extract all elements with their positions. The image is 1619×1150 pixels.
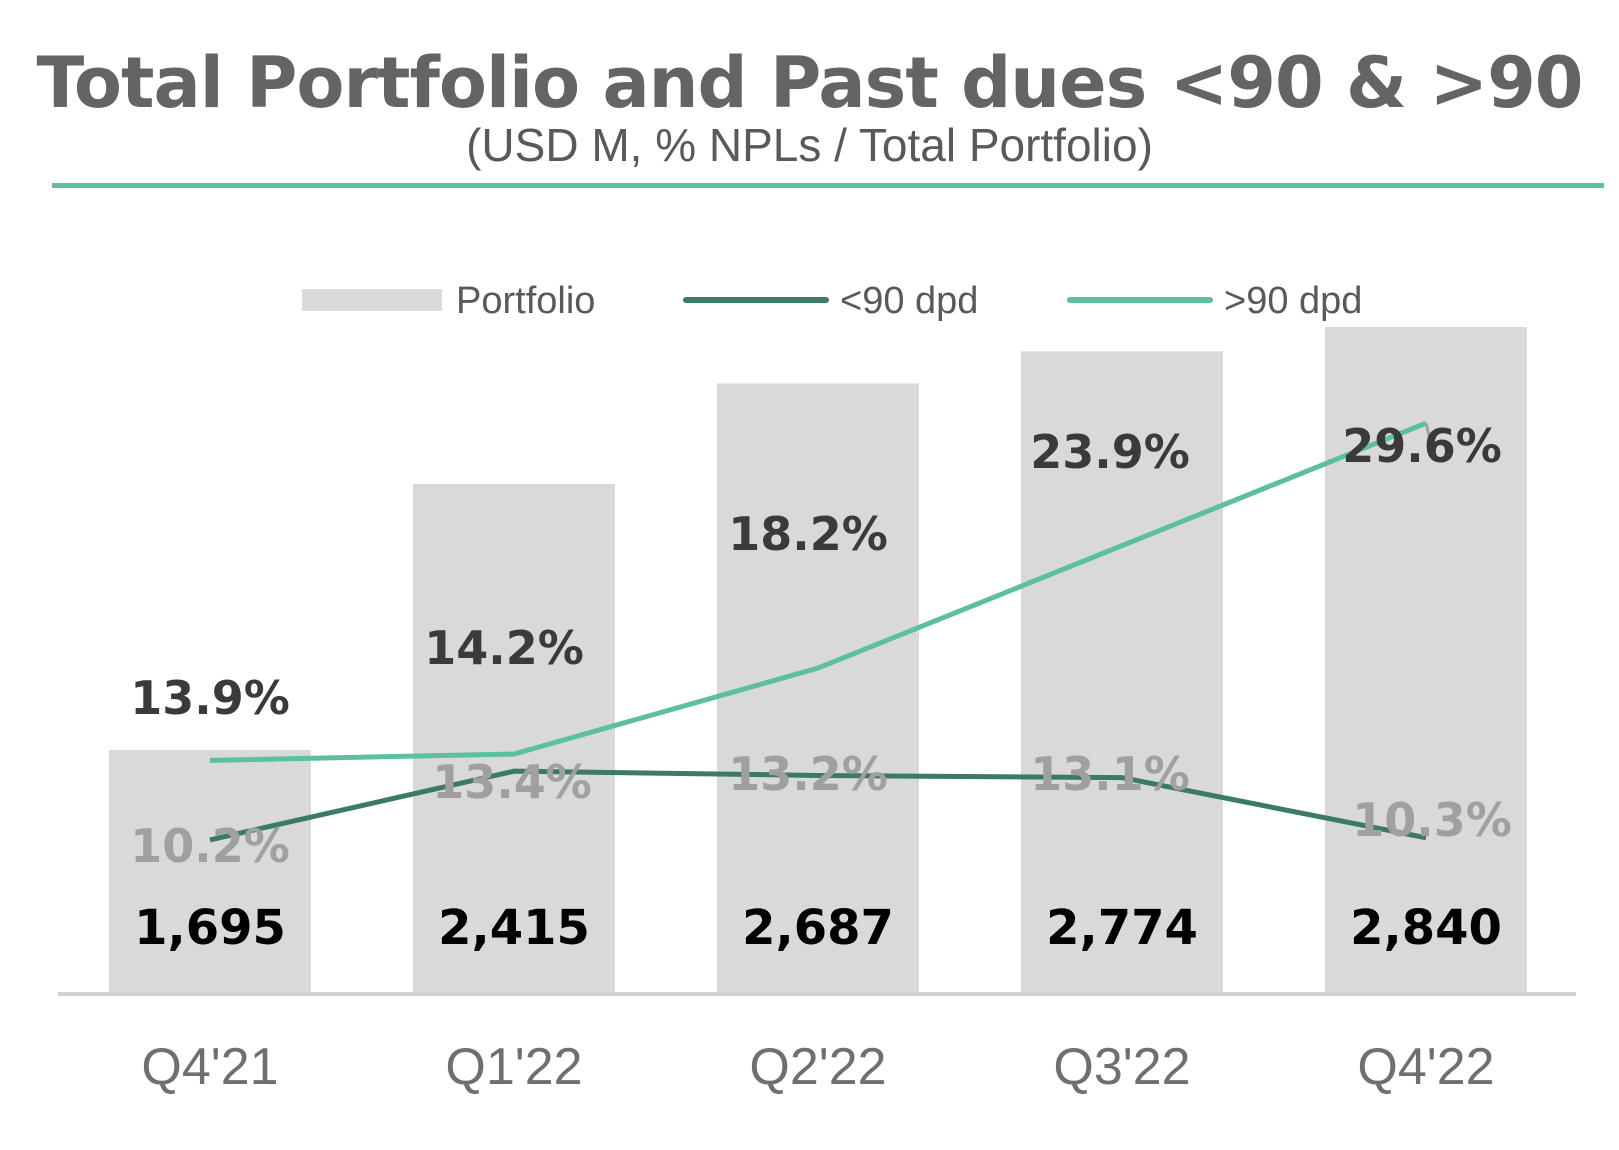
x-tick-label: Q4'21 — [141, 1038, 278, 1096]
chart-subtitle: (USD M, % NPLs / Total Portfolio) — [466, 119, 1153, 171]
x-tick-label: Q4'22 — [1357, 1038, 1494, 1096]
portfolio-bar — [1325, 326, 1527, 992]
portfolio-value-label: 2,774 — [1046, 900, 1198, 956]
portfolio-bar — [109, 749, 311, 992]
series-line-gt90 — [209, 420, 1427, 763]
x-tick-label: Q3'22 — [1053, 1038, 1190, 1096]
portfolio-bar — [1021, 351, 1223, 992]
gt90-value-label: 23.9% — [1030, 425, 1190, 479]
legend-label-portfolio: Portfolio — [456, 280, 595, 322]
legend-label-gt90: >90 dpd — [1224, 280, 1362, 322]
series-line-lt90 — [209, 768, 1427, 843]
portfolio-bar — [413, 483, 615, 992]
chart-title: Total Portfolio and Past dues <90 & >90 — [36, 42, 1583, 124]
portfolio-value-label: 2,687 — [742, 900, 894, 956]
portfolio-value-label: 1,695 — [134, 900, 286, 956]
gt90-value-label: 14.2% — [424, 621, 584, 675]
lt90-value-label: 10.3% — [1352, 793, 1512, 847]
portfolio-value-label: 2,415 — [438, 900, 590, 956]
lt90-value-label: 13.1% — [1030, 747, 1190, 801]
x-tick-label: Q1'22 — [445, 1038, 582, 1096]
gt90-value-label: 18.2% — [728, 507, 888, 561]
gt90-value-label: 13.9% — [130, 671, 290, 725]
lt90-value-label: 10.2% — [130, 819, 290, 873]
title-divider — [52, 183, 1604, 188]
label-leader-line — [1424, 422, 1436, 456]
lt90-value-label: 13.4% — [432, 755, 592, 809]
gt90-value-label: 29.6% — [1342, 419, 1502, 473]
portfolio-value-label: 2,840 — [1350, 900, 1502, 956]
legend-label-lt90: <90 dpd — [840, 280, 978, 322]
legend-swatch-portfolio — [302, 289, 442, 311]
lt90-value-label: 13.2% — [728, 747, 888, 801]
x-tick-label: Q2'22 — [749, 1038, 886, 1096]
